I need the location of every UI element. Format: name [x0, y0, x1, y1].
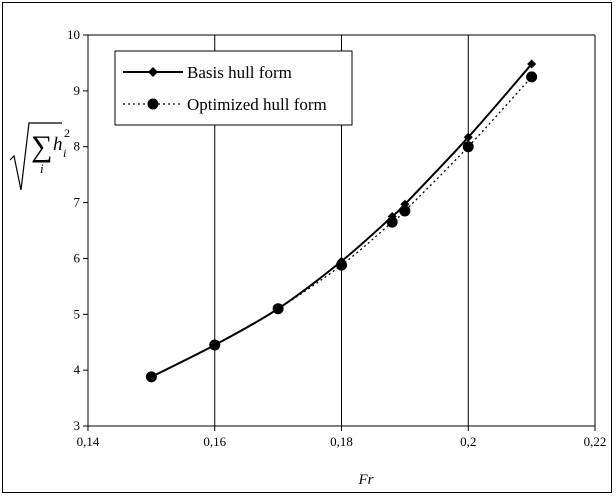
x-axis-label: Fr [358, 472, 374, 488]
data-point-basis [337, 256, 346, 266]
legend-entry-basis: Basis hull form [123, 63, 292, 82]
data-point-basis [273, 304, 283, 314]
x-tick-label: 0,22 [584, 434, 607, 449]
x-tick-label: 0,2 [460, 434, 476, 449]
legend-marker-optimized [147, 98, 159, 110]
y-tick-label: 8 [74, 139, 81, 154]
series-layer [145, 59, 538, 383]
y-tick-label: 3 [74, 418, 81, 433]
ylabel-sum-sub: i [40, 161, 44, 176]
y-tick-label: 6 [74, 250, 81, 265]
ylabel-var: h [53, 134, 63, 155]
ylabel-power: 2 [64, 126, 70, 140]
ylabel-sum: ∑ [31, 130, 52, 163]
y-tick-label: 9 [74, 83, 81, 98]
x-tick-label: 0,16 [203, 434, 226, 449]
data-point-optimized [526, 71, 538, 83]
ylabel-root-sign [9, 122, 62, 191]
data-point-basis [400, 199, 410, 209]
y-tick-label: 10 [67, 27, 80, 42]
x-tick-label: 0,14 [77, 434, 100, 449]
y-tick-label: 4 [74, 362, 81, 377]
y-tick-labels: 3 4 5 6 7 8 9 10 [67, 27, 81, 433]
data-point-basis [527, 59, 537, 69]
data-point-optimized [462, 141, 474, 153]
legend-label-optimized: Optimized hull form [187, 95, 327, 114]
legend-label-basis: Basis hull form [187, 63, 292, 82]
legend-entry-optimized: Optimized hull form [123, 95, 327, 114]
legend-box [114, 50, 353, 126]
data-point-basis [463, 132, 473, 142]
y-tick-label: 7 [74, 195, 81, 210]
axes [83, 34, 596, 431]
x-tick-label: 0,18 [330, 434, 353, 449]
series-line-optimized [151, 76, 533, 378]
data-point-basis [387, 212, 397, 222]
x-tick-labels: 0,14 0,16 0,18 0,2 0,22 [77, 434, 607, 449]
data-point-basis [210, 340, 220, 350]
legend-marker-basis [148, 67, 158, 77]
y-tick-label: 5 [74, 306, 81, 321]
legend: Basis hull form Optimized hull form [114, 50, 353, 126]
data-point-basis [146, 372, 156, 382]
y-axis-label: ∑ i h i 2 [9, 122, 70, 191]
ylabel-var-sub: i [63, 146, 66, 160]
